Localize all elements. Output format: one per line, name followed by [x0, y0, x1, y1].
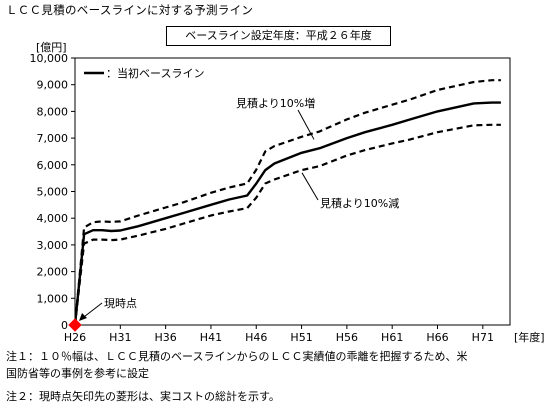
- y-tick-label: 2,000: [37, 266, 69, 279]
- x-tick-label: H41: [200, 331, 222, 344]
- x-tick-label: H46: [245, 331, 267, 344]
- x-tick-label: H71: [472, 331, 494, 344]
- x-tick-label: H26: [64, 331, 86, 344]
- y-tick-label: 7,000: [37, 132, 69, 145]
- annotation-lower-label: 見積より10%減: [320, 196, 399, 210]
- x-tick-label: H56: [336, 331, 358, 344]
- x-tick-label: H36: [154, 331, 176, 344]
- x-tick-label: H51: [290, 331, 312, 344]
- y-axis-label: [億円]: [36, 41, 67, 54]
- baseline-year-box: ベースライン設定年度：平成２６年度: [166, 26, 391, 46]
- page-title: ＬＣＣ見積のベースラインに対する予測ライン: [6, 3, 254, 17]
- legend-label: ：当初ベースライン: [106, 66, 204, 80]
- y-tick-label: 9,000: [37, 79, 69, 92]
- y-tick-label: 1,000: [37, 292, 69, 305]
- y-tick-label: 5,000: [37, 186, 69, 199]
- note-1-continued: 国防省等の事例を参考に設定: [6, 367, 149, 380]
- y-tick-label: 3,000: [37, 239, 69, 252]
- annotation-lower-leader: [301, 172, 319, 201]
- series-line-1: [73, 101, 501, 326]
- x-tick-label: H31: [109, 331, 131, 344]
- current-point-arrowhead-icon: [79, 313, 87, 321]
- current-point-diamond-icon: [68, 318, 82, 332]
- y-tick-label: 0: [61, 319, 68, 332]
- x-axis-label: [年度]: [514, 330, 545, 344]
- current-point-label: 現時点: [104, 297, 137, 310]
- x-tick-label: H61: [381, 331, 403, 344]
- x-tick-label: H66: [426, 331, 448, 344]
- y-tick-label: 10,000: [30, 52, 69, 65]
- y-tick-label: 4,000: [37, 212, 69, 225]
- series-line-2: [73, 79, 501, 326]
- annotation-upper-leader: [297, 109, 315, 140]
- note-2: 注２：現時点矢印先の菱形は、実コストの総計を示す。: [6, 390, 280, 403]
- annotation-upper-label: 見積より10%増: [236, 96, 315, 110]
- y-tick-label: 8,000: [37, 105, 69, 118]
- y-tick-label: 6,000: [37, 159, 69, 172]
- note-1: 注１：１０％幅は、ＬＣＣ見積のベースラインからのＬＣＣ実績値の乖離を把握するため…: [6, 350, 468, 363]
- series-line-3: [73, 123, 501, 326]
